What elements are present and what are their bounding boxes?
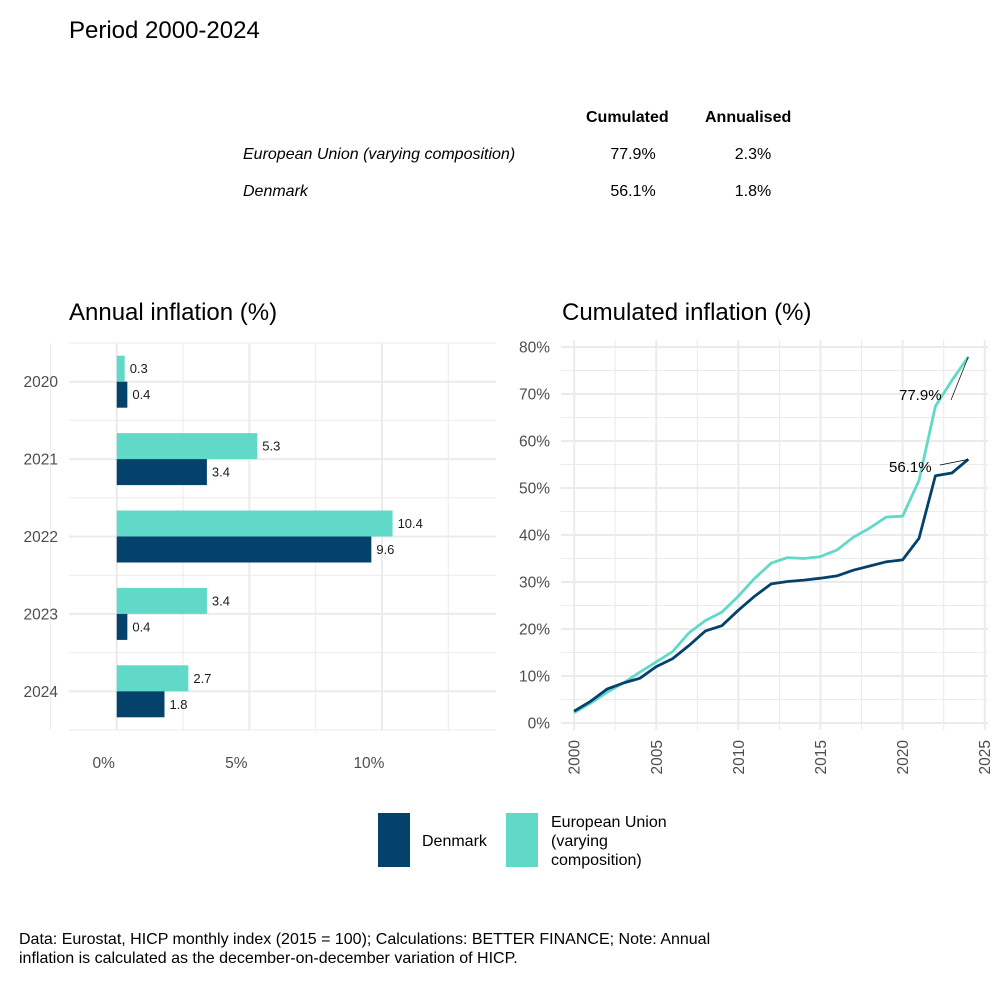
y-tick-label: 50%	[519, 481, 550, 498]
x-tick-label: 2010	[731, 740, 748, 775]
bar-denmark-2023	[116, 613, 128, 640]
y-tick-label: 2020	[24, 374, 59, 391]
legend-label-eu-line1: European Union	[551, 814, 667, 831]
bar-eu-2020	[116, 355, 125, 382]
caption-line-1: Data: Eurostat, HICP monthly index (2015…	[19, 931, 711, 948]
x-tick-label: 2000	[567, 740, 584, 775]
y-tick-label: 30%	[519, 574, 550, 591]
bar-eu-2024	[116, 665, 189, 692]
annotation-label-eu: 77.9%	[899, 387, 942, 404]
y-tick-label: 2021	[24, 452, 58, 469]
bar-chart-data-labels: 0.3 0.4 5.3 3.4 10.4 9.6 3.4 0.4 2.7 1.8	[130, 361, 423, 712]
bar-denmark-2024	[116, 691, 165, 718]
data-label-eu-2021: 5.3	[262, 439, 280, 454]
cell-denmark-cumulated: 56.1%	[610, 183, 656, 200]
line-chart-lines	[573, 356, 970, 714]
row-label-eu: European Union (varying composition)	[243, 146, 516, 163]
annual-chart-title: Annual inflation (%)	[69, 299, 278, 326]
line-denmark	[573, 458, 970, 713]
line-chart-y-axis: 0% 10% 20% 30% 40% 50% 60% 70% 80%	[519, 340, 550, 733]
legend-label-eu-line2: (varying	[551, 833, 608, 850]
x-tick-label: 10%	[353, 755, 384, 772]
line-eu	[573, 356, 970, 714]
y-tick-label: 2022	[24, 529, 58, 546]
x-tick-label: 5%	[225, 755, 248, 772]
bar-eu-2022	[116, 510, 393, 537]
data-label-eu-2023: 3.4	[212, 593, 230, 608]
y-tick-label: 20%	[519, 621, 550, 638]
bar-chart-x-axis: 0% 5% 10%	[93, 755, 385, 772]
x-tick-label: 2015	[813, 740, 830, 774]
cumulated-inflation-chart: 77.9% 56.1% 0% 10% 20% 30% 40% 50% 60% 70% 80% 20…	[519, 340, 995, 775]
y-tick-label: 2023	[24, 606, 58, 623]
source-caption: Data: Eurostat, HICP monthly index (2015…	[19, 930, 819, 968]
page-title: Period 2000-2024	[69, 17, 260, 44]
data-label-denmark-2020: 0.4	[132, 387, 150, 402]
x-tick-label: 0%	[93, 755, 116, 772]
cell-denmark-annualised: 1.8%	[734, 183, 772, 200]
data-label-eu-2024: 2.7	[193, 671, 211, 686]
y-tick-label: 60%	[519, 434, 550, 451]
x-tick-label: 2025	[977, 740, 994, 774]
data-label-denmark-2024: 1.8	[169, 697, 187, 712]
cumulated-chart-title: Cumulated inflation (%)	[562, 299, 812, 326]
y-tick-label: 0%	[528, 715, 551, 732]
bar-chart-bars	[116, 355, 393, 718]
cell-eu-annualised: 2.3%	[734, 146, 772, 163]
data-label-denmark-2021: 3.4	[212, 465, 230, 480]
bar-denmark-2022	[116, 536, 372, 563]
bar-denmark-2021	[116, 459, 207, 486]
x-tick-label: 2020	[895, 740, 912, 775]
x-tick-label: 2005	[649, 740, 666, 774]
column-header-annualised: Annualised	[705, 109, 792, 126]
line-chart-annotations: 77.9% 56.1%	[889, 356, 969, 476]
y-tick-label: 10%	[519, 668, 550, 685]
data-label-denmark-2022: 9.6	[376, 542, 394, 557]
line-chart-x-axis: 2000 2005 2010 2015 2020 2025	[567, 740, 995, 775]
legend-key-eu	[506, 813, 538, 867]
column-header-cumulated: Cumulated	[586, 109, 669, 126]
bar-denmark-2020	[116, 381, 128, 408]
annotation-leader-denmark	[939, 459, 969, 466]
annotation-label-denmark: 56.1%	[889, 459, 932, 476]
bar-chart-y-axis: 2020 2021 2022 2023 2024	[24, 374, 59, 701]
data-label-denmark-2023: 0.4	[132, 619, 150, 634]
legend-label-eu-line3: composition)	[551, 852, 642, 869]
y-tick-label: 70%	[519, 387, 550, 404]
legend-label-eu: European Union (varying composition)	[551, 813, 667, 870]
legend-key-denmark	[378, 813, 410, 867]
bar-eu-2021	[116, 433, 258, 460]
bar-eu-2023	[116, 587, 207, 614]
cell-eu-cumulated: 77.9%	[610, 146, 656, 163]
caption-line-2: inflation is calculated as the december-…	[19, 950, 518, 967]
y-tick-label: 80%	[519, 340, 550, 357]
annual-inflation-chart: 0.3 0.4 5.3 3.4 10.4 9.6 3.4 0.4 2.7 1.8 2020 2021…	[24, 342, 496, 772]
data-label-eu-2020: 0.3	[130, 361, 148, 376]
y-tick-label: 40%	[519, 528, 550, 545]
row-label-denmark: Denmark	[243, 183, 308, 200]
legend-label-denmark: Denmark	[422, 833, 487, 850]
annotation-leader-eu	[950, 356, 969, 401]
y-tick-label: 2024	[24, 684, 59, 701]
data-label-eu-2022: 10.4	[398, 516, 423, 531]
